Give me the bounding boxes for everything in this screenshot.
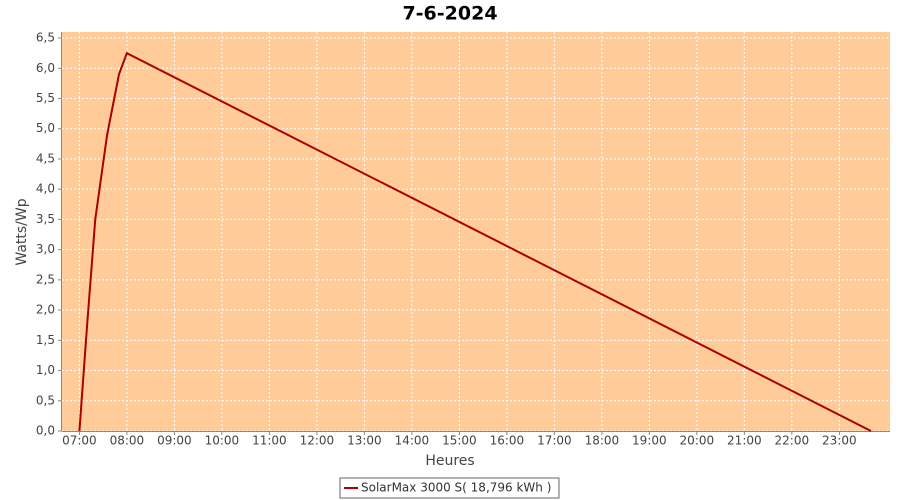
y-tick-label: 1,0 [36,363,55,377]
x-tick-label: 12:00 [300,434,335,448]
y-tick-label: 1,5 [36,333,55,347]
x-tick-label: 20:00 [680,434,715,448]
legend-label: SolarMax 3000 S( 18,796 kWh ) [361,481,551,495]
x-tick-label: 09:00 [157,434,192,448]
x-tick-label: 19:00 [632,434,667,448]
x-tick-label: 22:00 [775,434,810,448]
series-line [78,51,872,432]
y-tick-label: 2,0 [36,303,55,317]
y-tick-label: 6,0 [36,61,55,75]
y-tick-label: 5,0 [36,121,55,135]
x-tick-label: 17:00 [537,434,572,448]
x-tick-label: 11:00 [252,434,287,448]
x-tick-label: 15:00 [442,434,477,448]
x-axis-label: Heures [425,453,474,469]
x-tick-label: 13:00 [347,434,382,448]
y-tick-label: 4,0 [36,182,55,196]
x-tick-label: 08:00 [110,434,145,448]
y-tick-label: 5,5 [36,91,55,105]
chart-title: 7-6-2024 [402,3,497,25]
x-tick-label: 16:00 [490,434,525,448]
x-tick-label: 23:00 [822,434,857,448]
x-tick-label: 10:00 [205,434,240,448]
y-tick-label: 0,5 [36,393,55,407]
y-tick-label: 3,0 [36,242,55,256]
y-tick-label: 2,5 [36,272,55,286]
y-axis-label: Watts/Wp [14,198,30,265]
x-tick-label: 14:00 [395,434,430,448]
y-tick-label: 3,5 [36,212,55,226]
x-tick-label: 18:00 [585,434,620,448]
legend-box [339,477,560,499]
y-tick-label: 0,0 [36,424,55,438]
x-tick-label: 21:00 [727,434,762,448]
y-tick-label: 6,5 [36,31,55,45]
y-tick-label: 4,5 [36,151,55,165]
x-tick-label: 07:00 [62,434,97,448]
